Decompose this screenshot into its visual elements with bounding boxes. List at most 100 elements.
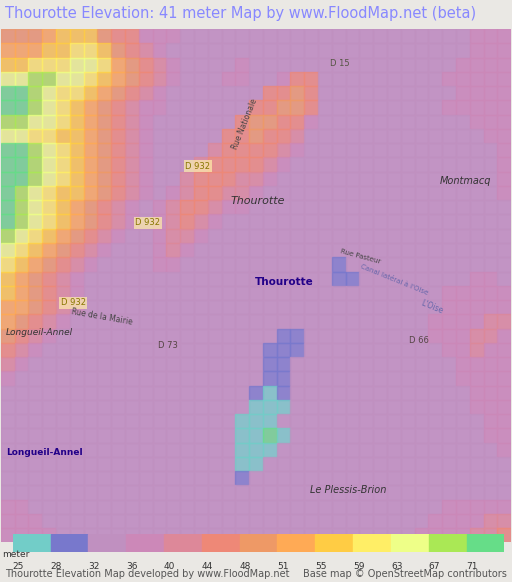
Bar	[166, 129, 180, 143]
Bar	[194, 443, 208, 457]
Bar	[456, 115, 470, 129]
Bar	[318, 485, 332, 499]
Bar	[429, 72, 442, 86]
Bar	[346, 286, 359, 300]
Bar	[240, 534, 278, 552]
Bar	[401, 499, 415, 514]
Bar	[166, 471, 180, 485]
Bar	[97, 86, 111, 101]
Bar	[263, 443, 276, 457]
Bar	[318, 471, 332, 485]
Bar	[180, 314, 194, 328]
Bar	[401, 357, 415, 371]
Bar	[236, 143, 249, 158]
Bar	[359, 386, 373, 400]
Bar	[497, 257, 511, 272]
Bar	[153, 257, 166, 272]
Bar	[42, 229, 56, 243]
Bar	[194, 143, 208, 158]
Bar	[111, 229, 125, 243]
Bar	[139, 158, 153, 172]
Bar	[222, 158, 236, 172]
Bar	[222, 357, 236, 371]
Bar	[470, 300, 483, 314]
Bar	[111, 200, 125, 215]
Bar	[15, 300, 29, 314]
Bar	[346, 528, 359, 542]
Bar	[97, 314, 111, 328]
Bar	[429, 257, 442, 272]
Bar	[415, 257, 429, 272]
Bar	[222, 286, 236, 300]
Bar	[373, 243, 387, 257]
Bar	[373, 186, 387, 200]
Bar	[332, 343, 346, 357]
Bar	[139, 485, 153, 499]
Bar	[56, 101, 70, 115]
Bar	[15, 215, 29, 229]
Bar	[29, 386, 42, 400]
Bar	[359, 514, 373, 528]
Bar	[318, 143, 332, 158]
Bar	[111, 371, 125, 386]
Bar	[442, 457, 456, 471]
Bar	[359, 257, 373, 272]
Bar	[442, 229, 456, 243]
Bar	[56, 158, 70, 172]
Bar	[290, 72, 304, 86]
Bar	[304, 528, 318, 542]
Bar	[222, 371, 236, 386]
Bar	[263, 314, 276, 328]
Bar	[470, 243, 483, 257]
Bar	[373, 229, 387, 243]
Bar	[29, 215, 42, 229]
Bar	[332, 200, 346, 215]
Bar	[166, 286, 180, 300]
Bar	[29, 186, 42, 200]
Bar	[15, 499, 29, 514]
Bar	[222, 471, 236, 485]
Bar	[208, 257, 222, 272]
Bar	[442, 343, 456, 357]
Bar	[153, 29, 166, 44]
Bar	[208, 457, 222, 471]
Bar	[429, 272, 442, 286]
Bar	[166, 329, 180, 343]
Bar	[332, 371, 346, 386]
Bar	[125, 143, 139, 158]
Bar	[180, 44, 194, 58]
Bar	[83, 329, 97, 343]
Bar	[222, 300, 236, 314]
Text: meter: meter	[3, 549, 30, 559]
Bar	[401, 172, 415, 186]
Bar	[153, 499, 166, 514]
Bar	[401, 371, 415, 386]
Bar	[497, 58, 511, 72]
Bar	[97, 357, 111, 371]
Bar	[208, 129, 222, 143]
Bar	[139, 115, 153, 129]
Bar	[373, 357, 387, 371]
Bar	[290, 443, 304, 457]
Bar	[194, 386, 208, 400]
Bar	[442, 443, 456, 457]
Bar	[483, 329, 497, 343]
Bar	[125, 428, 139, 443]
Bar	[483, 371, 497, 386]
Bar	[442, 44, 456, 58]
Bar	[1, 286, 15, 300]
Bar	[180, 229, 194, 243]
Bar	[442, 101, 456, 115]
Bar	[15, 428, 29, 443]
Bar	[318, 443, 332, 457]
Bar	[56, 371, 70, 386]
Bar	[1, 457, 15, 471]
Bar	[180, 72, 194, 86]
Bar	[70, 471, 83, 485]
Bar	[373, 44, 387, 58]
Bar	[249, 72, 263, 86]
Bar	[111, 158, 125, 172]
Bar	[387, 200, 401, 215]
Bar	[401, 158, 415, 172]
Bar	[236, 414, 249, 428]
